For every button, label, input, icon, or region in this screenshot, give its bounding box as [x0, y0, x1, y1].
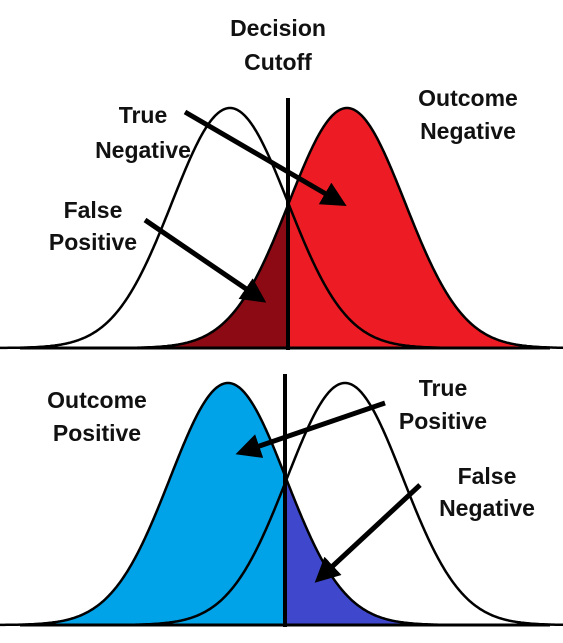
curve [0, 106, 462, 350]
label: False [458, 463, 517, 489]
label: True [419, 375, 468, 401]
label: Outcome [47, 387, 147, 413]
arrows [143, 109, 422, 583]
arrow [314, 483, 422, 583]
label: Cutoff [244, 49, 312, 75]
label: Negative [439, 495, 535, 521]
label: False [64, 197, 123, 223]
label: Negative [95, 137, 191, 163]
region [115, 204, 288, 348]
label: Positive [53, 420, 141, 446]
curve [113, 381, 563, 627]
region [0, 383, 285, 625]
curves [0, 106, 563, 627]
arrow [183, 109, 347, 207]
arrow [143, 217, 267, 303]
arrow [235, 400, 386, 458]
label: Positive [399, 408, 487, 434]
label: True [119, 102, 168, 128]
label: Negative [420, 118, 516, 144]
region [285, 475, 460, 625]
label: Positive [49, 229, 137, 255]
label: Outcome [418, 85, 518, 111]
curve [115, 106, 563, 350]
label: Decision [230, 15, 326, 41]
curve [0, 381, 460, 627]
region [288, 108, 563, 348]
